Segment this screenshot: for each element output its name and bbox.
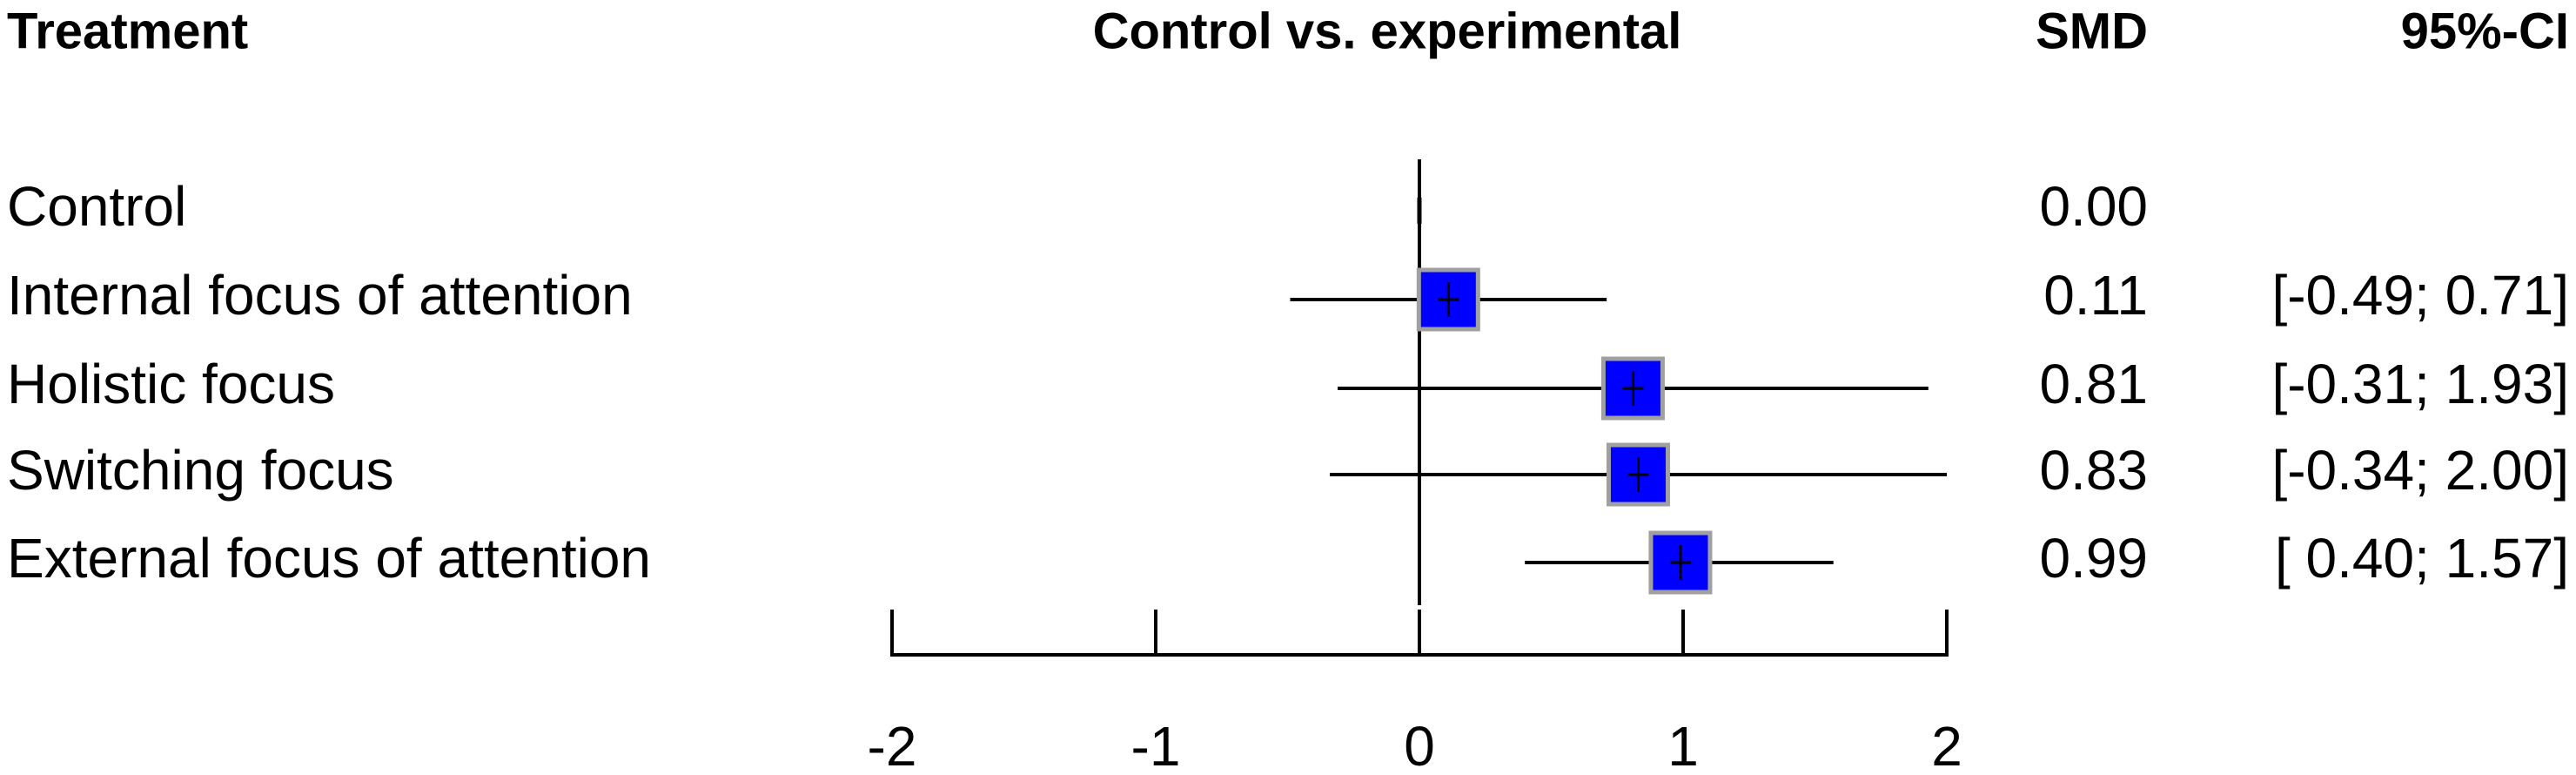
ci-value: [-0.31; 1.93] <box>2271 353 2569 415</box>
row-label: Holistic focus <box>7 353 335 415</box>
smd-value: 0.99 <box>2039 527 2148 590</box>
row-label: Switching focus <box>7 439 394 502</box>
x-tick-label: -1 <box>1131 715 1181 775</box>
row-label: External focus of attention <box>7 527 651 590</box>
confidence-intervals <box>1290 298 1947 564</box>
effect-square <box>1416 267 1480 332</box>
estimate-values: 0.00 0.11 [-0.49; 0.71] 0.81 [-0.31; 1.93] 0.… <box>2039 175 2569 590</box>
header-smd: SMD <box>2036 3 2148 59</box>
ci-value: [-0.34; 2.00] <box>2271 439 2569 502</box>
header-ci: 95%-CI <box>2401 3 2569 59</box>
row-label: Internal focus of attention <box>7 264 633 327</box>
x-tick-label: -2 <box>868 715 917 775</box>
x-axis: -2 -1 0 1 2 <box>868 610 1962 775</box>
effect-markers <box>1416 198 1713 595</box>
smd-value: 0.00 <box>2039 175 2148 238</box>
header-treatment: Treatment <box>7 3 248 59</box>
ci-value: [ 0.40; 1.57] <box>2275 527 2569 590</box>
smd-value: 0.11 <box>2043 264 2148 327</box>
x-tick-label: 2 <box>1931 715 1962 775</box>
row-labels: Control Internal focus of attention Holist… <box>7 175 651 590</box>
row-label: Control <box>7 175 186 238</box>
x-tick-label: 0 <box>1404 715 1435 775</box>
smd-value: 0.83 <box>2039 439 2148 502</box>
ci-value: [-0.49; 0.71] <box>2271 264 2569 327</box>
column-headers: Treatment Control vs. experimental SMD 95%-… <box>7 3 2569 59</box>
smd-value: 0.81 <box>2039 353 2148 415</box>
x-tick-label: 1 <box>1667 715 1699 775</box>
header-plot-title: Control vs. experimental <box>1093 3 1682 59</box>
